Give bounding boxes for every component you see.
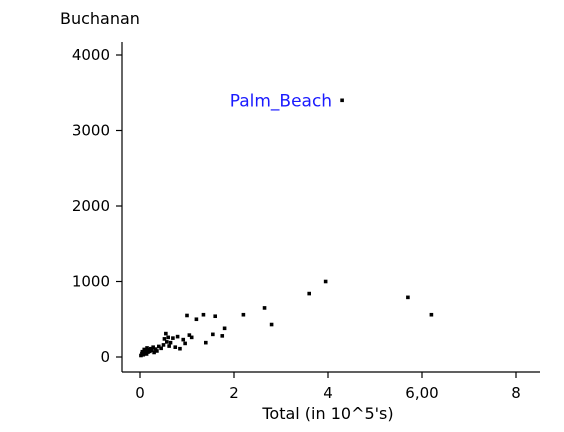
data-point: [148, 349, 152, 354]
data-point: [161, 343, 166, 347]
data-point: [152, 350, 156, 355]
data-point: [143, 348, 148, 353]
data-point: [166, 335, 170, 340]
x-tick-label: 6,00: [405, 384, 438, 402]
data-point: [189, 335, 194, 340]
data-point: [173, 345, 178, 349]
annotations: Palm_Beach: [230, 91, 332, 111]
data-point: [167, 344, 171, 348]
data-point: [168, 340, 173, 345]
data-point: [141, 352, 146, 357]
y-tick-label: 0: [100, 348, 110, 366]
data-point: [159, 346, 163, 351]
data-point: [139, 353, 143, 358]
data-point: [151, 345, 155, 349]
data-points: [139, 98, 434, 358]
data-point: [164, 340, 169, 344]
data-point: [164, 331, 168, 336]
data-point: [162, 337, 167, 341]
data-point: [340, 98, 344, 103]
data-point: [204, 340, 208, 345]
data-point: [155, 349, 159, 353]
y-axis-title: Buchanan: [60, 9, 140, 28]
data-point: [157, 344, 161, 349]
data-point: [222, 326, 227, 331]
data-point: [178, 346, 182, 351]
data-point: [145, 346, 149, 350]
data-point: [187, 333, 192, 337]
x-tick-label: 8: [511, 384, 521, 402]
data-point: [220, 334, 225, 338]
data-point: [307, 291, 311, 296]
data-point: [146, 350, 150, 354]
axes: 0 1000 2000 3000 4000 0 2 4 6,00 8: [72, 42, 540, 402]
data-point: [175, 334, 180, 339]
data-point: [185, 313, 189, 318]
data-point: [142, 351, 147, 355]
y-tick-label: 2000: [72, 197, 110, 215]
data-point: [323, 279, 328, 284]
data-point: [183, 341, 187, 346]
data-point: [149, 348, 154, 353]
data-point: [181, 337, 186, 342]
data-point: [194, 317, 199, 322]
y-tick-label: 1000: [72, 273, 110, 291]
data-point: [140, 349, 145, 354]
data-point: [262, 306, 267, 310]
data-point: [171, 336, 175, 340]
x-tick-label: 4: [323, 384, 333, 402]
data-point: [153, 347, 158, 351]
y-tick-label: 4000: [72, 46, 110, 64]
data-point: [406, 295, 410, 300]
x-tick-label: 0: [135, 384, 145, 402]
x-axis-title: Total (in 10^5's): [261, 404, 393, 423]
data-point: [211, 332, 215, 337]
data-point: [269, 322, 274, 327]
x-tick-label: 2: [229, 384, 239, 402]
data-point: [241, 312, 246, 317]
y-tick-label: 3000: [72, 122, 110, 140]
data-point: [144, 352, 149, 356]
data-point: [201, 312, 206, 317]
point-annotation: Palm_Beach: [230, 91, 332, 111]
data-point: [213, 314, 217, 319]
data-point: [429, 312, 434, 317]
